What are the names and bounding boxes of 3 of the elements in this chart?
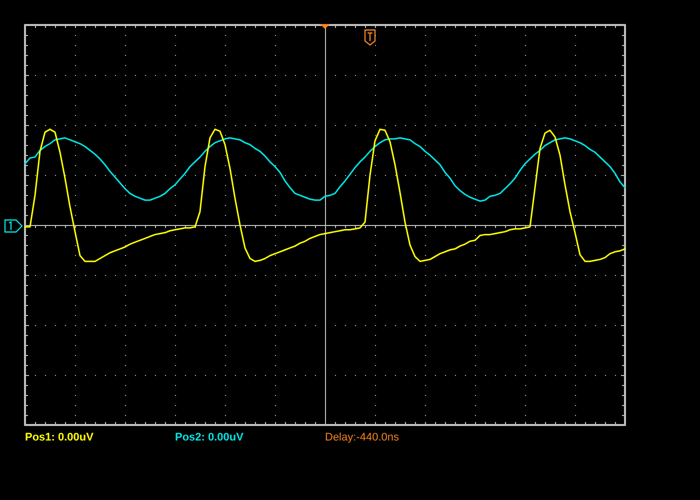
text: Delay:-440.0ns xyxy=(325,432,400,444)
text: Pos2: 0.00uV xyxy=(175,432,244,444)
text: Pos1: 0.00uV xyxy=(25,432,94,444)
